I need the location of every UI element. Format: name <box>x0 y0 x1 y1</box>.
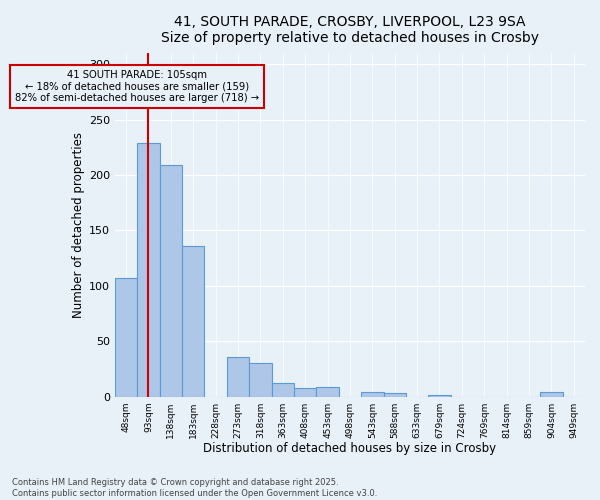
X-axis label: Distribution of detached houses by size in Crosby: Distribution of detached houses by size … <box>203 442 497 455</box>
Bar <box>540 392 563 396</box>
Text: Contains HM Land Registry data © Crown copyright and database right 2025.
Contai: Contains HM Land Registry data © Crown c… <box>12 478 377 498</box>
Bar <box>137 143 160 397</box>
Bar <box>249 364 272 396</box>
Bar <box>182 246 205 396</box>
Bar <box>115 278 137 396</box>
Bar <box>361 392 383 396</box>
Bar <box>383 394 406 396</box>
Bar <box>227 356 249 397</box>
Title: 41, SOUTH PARADE, CROSBY, LIVERPOOL, L23 9SA
Size of property relative to detach: 41, SOUTH PARADE, CROSBY, LIVERPOOL, L23… <box>161 15 539 45</box>
Bar <box>272 384 294 396</box>
Bar <box>316 386 339 396</box>
Bar <box>294 388 316 396</box>
Bar <box>160 165 182 396</box>
Y-axis label: Number of detached properties: Number of detached properties <box>72 132 85 318</box>
Text: 41 SOUTH PARADE: 105sqm
← 18% of detached houses are smaller (159)
82% of semi-d: 41 SOUTH PARADE: 105sqm ← 18% of detache… <box>15 70 259 103</box>
